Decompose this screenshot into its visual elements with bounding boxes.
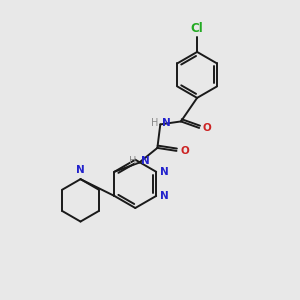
Text: N: N [141, 156, 149, 166]
Text: N: N [162, 118, 170, 128]
Text: O: O [203, 123, 212, 133]
Text: N: N [76, 165, 85, 175]
Text: H: H [129, 156, 137, 166]
Text: H: H [151, 118, 158, 128]
Text: N: N [160, 167, 169, 177]
Text: N: N [160, 191, 169, 201]
Text: Cl: Cl [191, 22, 203, 35]
Text: O: O [180, 146, 189, 156]
